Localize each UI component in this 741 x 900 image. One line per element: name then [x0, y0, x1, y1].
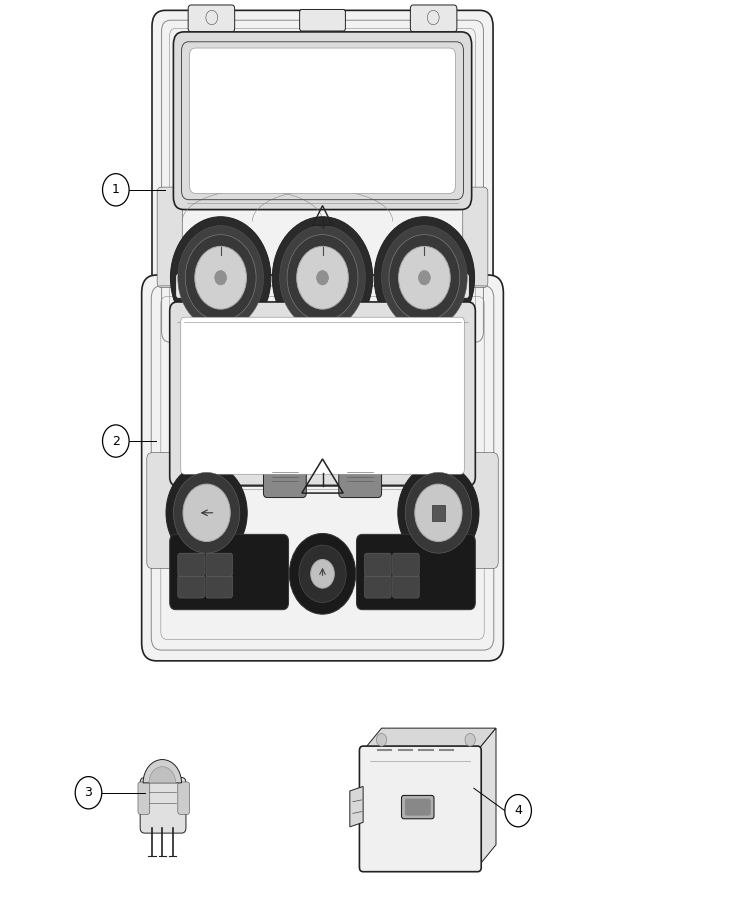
FancyBboxPatch shape: [359, 746, 481, 872]
Circle shape: [389, 235, 460, 320]
FancyBboxPatch shape: [173, 32, 471, 210]
Wedge shape: [149, 767, 176, 783]
Circle shape: [178, 226, 264, 329]
FancyBboxPatch shape: [423, 274, 469, 299]
FancyBboxPatch shape: [140, 778, 186, 833]
FancyBboxPatch shape: [365, 554, 391, 577]
Circle shape: [419, 271, 431, 285]
FancyBboxPatch shape: [356, 535, 475, 609]
FancyBboxPatch shape: [170, 535, 288, 609]
Polygon shape: [477, 728, 496, 868]
FancyBboxPatch shape: [339, 456, 382, 498]
FancyBboxPatch shape: [393, 554, 419, 577]
Circle shape: [287, 235, 358, 320]
Circle shape: [289, 534, 356, 614]
FancyBboxPatch shape: [178, 782, 190, 814]
Circle shape: [166, 464, 247, 562]
FancyBboxPatch shape: [393, 575, 419, 598]
Circle shape: [102, 425, 129, 457]
Circle shape: [374, 217, 474, 338]
Circle shape: [376, 734, 387, 746]
FancyBboxPatch shape: [170, 302, 475, 486]
FancyBboxPatch shape: [463, 187, 488, 288]
Circle shape: [310, 560, 334, 589]
FancyBboxPatch shape: [206, 554, 233, 577]
Circle shape: [316, 271, 328, 285]
Circle shape: [465, 734, 475, 746]
FancyBboxPatch shape: [181, 317, 465, 474]
FancyBboxPatch shape: [411, 5, 457, 32]
Circle shape: [398, 464, 479, 562]
Text: 1: 1: [112, 184, 120, 196]
FancyBboxPatch shape: [147, 453, 175, 569]
Circle shape: [505, 795, 531, 827]
FancyBboxPatch shape: [142, 275, 503, 661]
Text: 2: 2: [112, 435, 120, 447]
Circle shape: [405, 472, 471, 554]
FancyBboxPatch shape: [206, 575, 233, 598]
Circle shape: [399, 247, 451, 309]
Text: 3: 3: [84, 787, 93, 799]
Wedge shape: [143, 760, 182, 783]
Circle shape: [279, 226, 365, 329]
FancyBboxPatch shape: [176, 274, 222, 299]
Circle shape: [382, 226, 468, 329]
Circle shape: [183, 484, 230, 542]
Circle shape: [170, 217, 271, 338]
FancyBboxPatch shape: [432, 505, 445, 521]
FancyBboxPatch shape: [405, 799, 431, 815]
Circle shape: [75, 777, 102, 809]
FancyBboxPatch shape: [178, 554, 205, 577]
FancyBboxPatch shape: [152, 11, 493, 352]
Circle shape: [173, 472, 240, 554]
FancyBboxPatch shape: [365, 575, 391, 598]
Polygon shape: [350, 787, 363, 827]
Circle shape: [299, 545, 346, 602]
Circle shape: [195, 247, 247, 309]
FancyBboxPatch shape: [157, 187, 182, 288]
FancyBboxPatch shape: [190, 48, 456, 194]
Circle shape: [215, 271, 227, 285]
FancyBboxPatch shape: [299, 10, 345, 31]
FancyBboxPatch shape: [298, 275, 347, 297]
Polygon shape: [363, 728, 496, 751]
Circle shape: [296, 247, 348, 309]
FancyBboxPatch shape: [178, 575, 205, 598]
Circle shape: [272, 217, 373, 338]
FancyBboxPatch shape: [138, 782, 150, 814]
FancyBboxPatch shape: [188, 5, 235, 32]
Text: 4: 4: [514, 805, 522, 817]
FancyBboxPatch shape: [470, 453, 498, 569]
Circle shape: [415, 484, 462, 542]
Circle shape: [185, 235, 256, 320]
FancyBboxPatch shape: [402, 796, 434, 819]
Circle shape: [102, 174, 129, 206]
FancyBboxPatch shape: [264, 456, 306, 498]
